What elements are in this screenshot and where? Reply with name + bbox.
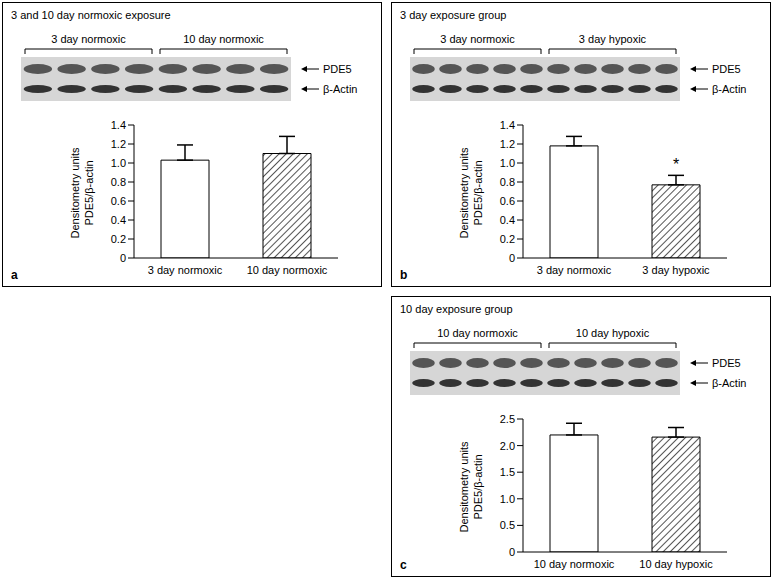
svg-text:0.5: 0.5 — [500, 519, 515, 531]
html-text:b: b — [400, 268, 408, 282]
svg-text:PDE5/β-actin: PDE5/β-actin — [472, 454, 484, 519]
svg-text:β-Actin: β-Actin — [712, 83, 746, 95]
svg-text:10 day hypoxic: 10 day hypoxic — [576, 327, 650, 339]
svg-text:1.0: 1.0 — [500, 493, 515, 505]
svg-text:3 day normoxic: 3 day normoxic — [148, 264, 223, 276]
svg-text:0.8: 0.8 — [500, 176, 515, 188]
svg-text:0.2: 0.2 — [111, 233, 126, 245]
svg-text:2.5: 2.5 — [500, 413, 515, 425]
svg-text:10 day normoxic: 10 day normoxic — [247, 264, 328, 276]
svg-text:0.2: 0.2 — [500, 233, 515, 245]
svg-text:10 day normoxic: 10 day normoxic — [534, 558, 615, 570]
svg-text:0: 0 — [509, 252, 515, 264]
svg-text:PDE5/β-actin: PDE5/β-actin — [83, 160, 95, 225]
svg-text:0.4: 0.4 — [111, 214, 126, 226]
svg-text:0.6: 0.6 — [500, 195, 515, 207]
svg-text:PDE5: PDE5 — [712, 63, 741, 75]
svg-text:2.0: 2.0 — [500, 440, 515, 452]
svg-text:10 day hypoxic: 10 day hypoxic — [639, 558, 713, 570]
svg-text:Densitometry units: Densitometry units — [69, 147, 81, 239]
html-text:10 day exposure group: 10 day exposure group — [400, 303, 513, 315]
svg-text:3 day normoxic: 3 day normoxic — [537, 264, 612, 276]
svg-text:10 day normoxic: 10 day normoxic — [183, 33, 264, 45]
svg-text:1.2: 1.2 — [111, 138, 126, 150]
svg-text:0.6: 0.6 — [111, 195, 126, 207]
svg-text:*: * — [673, 156, 679, 173]
svg-text:1.4: 1.4 — [111, 119, 126, 131]
svg-text:3 day normoxic: 3 day normoxic — [440, 33, 515, 45]
html-text:a: a — [11, 268, 18, 282]
svg-text:1.0: 1.0 — [500, 157, 515, 169]
svg-text:3 day hypoxic: 3 day hypoxic — [579, 33, 647, 45]
svg-text:1.0: 1.0 — [111, 157, 126, 169]
svg-text:β-Actin: β-Actin — [323, 83, 357, 95]
svg-text:10 day normoxic: 10 day normoxic — [437, 327, 518, 339]
svg-text:0.4: 0.4 — [500, 214, 515, 226]
html-text:3 day exposure group: 3 day exposure group — [400, 9, 507, 21]
svg-text:1.2: 1.2 — [500, 138, 515, 150]
svg-text:PDE5: PDE5 — [323, 63, 352, 75]
svg-text:0: 0 — [120, 252, 126, 264]
svg-text:3 day normoxic: 3 day normoxic — [51, 33, 126, 45]
svg-text:1.5: 1.5 — [500, 466, 515, 478]
svg-text:0: 0 — [509, 546, 515, 558]
svg-text:1.4: 1.4 — [500, 119, 515, 131]
svg-text:β-Actin: β-Actin — [712, 377, 746, 389]
svg-text:Densitometry units: Densitometry units — [458, 441, 470, 533]
svg-text:PDE5: PDE5 — [712, 357, 741, 369]
html-text:c: c — [400, 558, 407, 572]
svg-text:3 day hypoxic: 3 day hypoxic — [642, 264, 710, 276]
svg-text:Densitometry units: Densitometry units — [458, 147, 470, 239]
svg-text:0.8: 0.8 — [111, 176, 126, 188]
html-text:3 and 10 day normoxic exposure: 3 and 10 day normoxic exposure — [11, 9, 171, 21]
svg-text:PDE5/β-actin: PDE5/β-actin — [472, 160, 484, 225]
